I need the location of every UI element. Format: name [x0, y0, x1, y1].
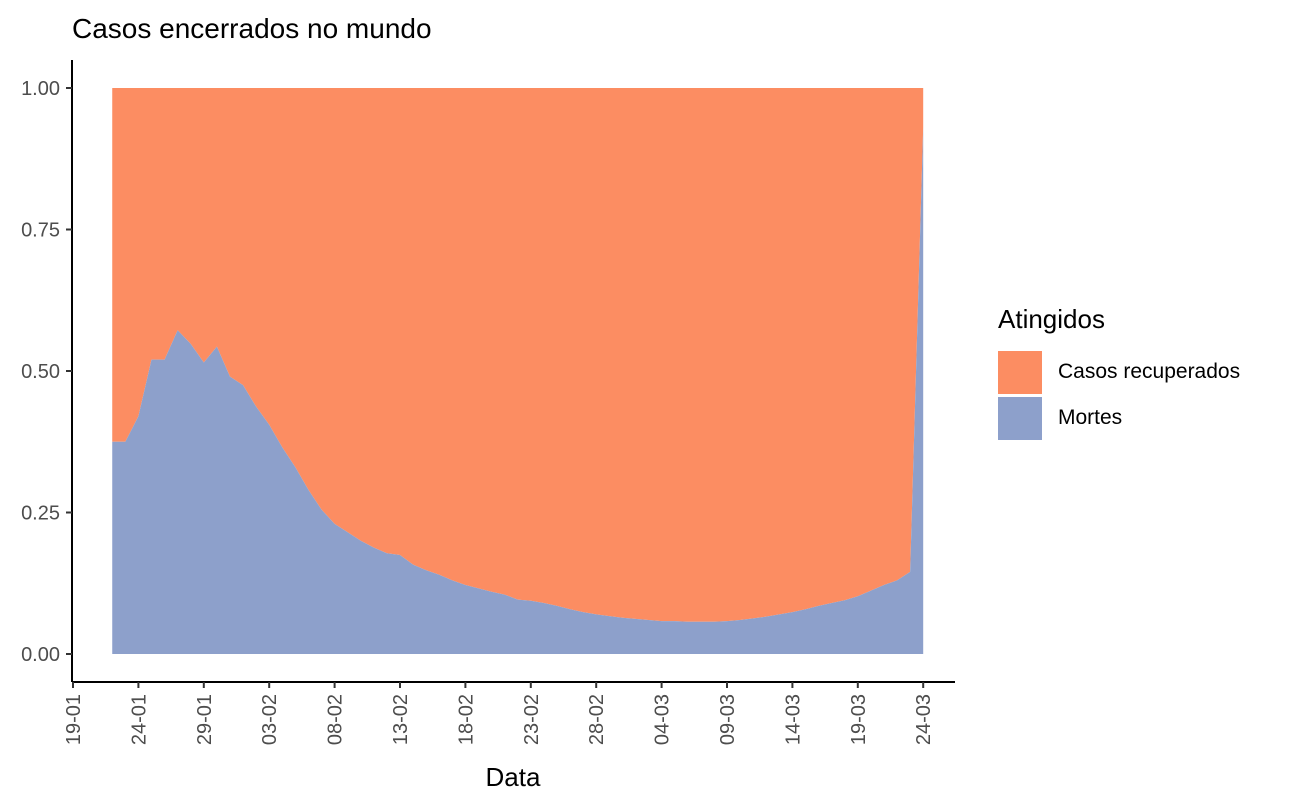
- x-tick-label: 19-03: [848, 694, 870, 745]
- x-tick-label: 18-02: [455, 694, 477, 745]
- x-tick-label: 09-03: [717, 694, 739, 745]
- x-tick-label: 19-01: [63, 694, 85, 745]
- y-tick-label: 0.50: [21, 361, 60, 383]
- legend: Atingidos Casos recuperados Mortes: [998, 304, 1240, 441]
- area-casos-recuperados: [112, 88, 924, 622]
- y-tick-label: 0.25: [21, 503, 60, 525]
- chart-title: Casos encerrados no mundo: [72, 13, 432, 44]
- x-tick-label: 29-01: [194, 694, 216, 745]
- legend-label-recuperados: Casos recuperados: [1058, 360, 1241, 383]
- legend-item-mortes: Mortes: [998, 395, 1240, 441]
- x-tick-label: 24-03: [913, 694, 935, 745]
- x-tick-label: 14-03: [782, 694, 804, 745]
- x-tick-label: 04-03: [652, 694, 674, 745]
- y-tick-label: 0.00: [21, 644, 60, 666]
- y-axis: 0.00 0.25 0.50 0.75 1.00: [21, 60, 73, 682]
- x-tick-label: 08-02: [325, 694, 347, 745]
- legend-item-recuperados: Casos recuperados: [998, 349, 1240, 395]
- x-tick-label: 23-02: [521, 694, 543, 745]
- x-tick-label: 03-02: [259, 694, 281, 745]
- x-tick-label: 13-02: [390, 694, 412, 745]
- x-axis-label: Data: [486, 762, 541, 792]
- y-tick-label: 0.75: [21, 220, 60, 242]
- legend-swatch-mortes: [998, 396, 1042, 440]
- plot-area: [112, 88, 924, 655]
- legend-label-mortes: Mortes: [1058, 406, 1123, 429]
- legend-swatch-recuperados: [998, 350, 1042, 394]
- legend-title: Atingidos: [998, 304, 1105, 334]
- x-axis: 19-01 24-01 29-01 03-02 08-02 13-02 18-02 23-02…: [63, 681, 955, 745]
- x-tick-label: 24-01: [128, 694, 150, 745]
- area-mortes: [112, 127, 924, 655]
- y-tick-label: 1.00: [21, 78, 60, 100]
- x-tick-label: 28-02: [586, 694, 608, 745]
